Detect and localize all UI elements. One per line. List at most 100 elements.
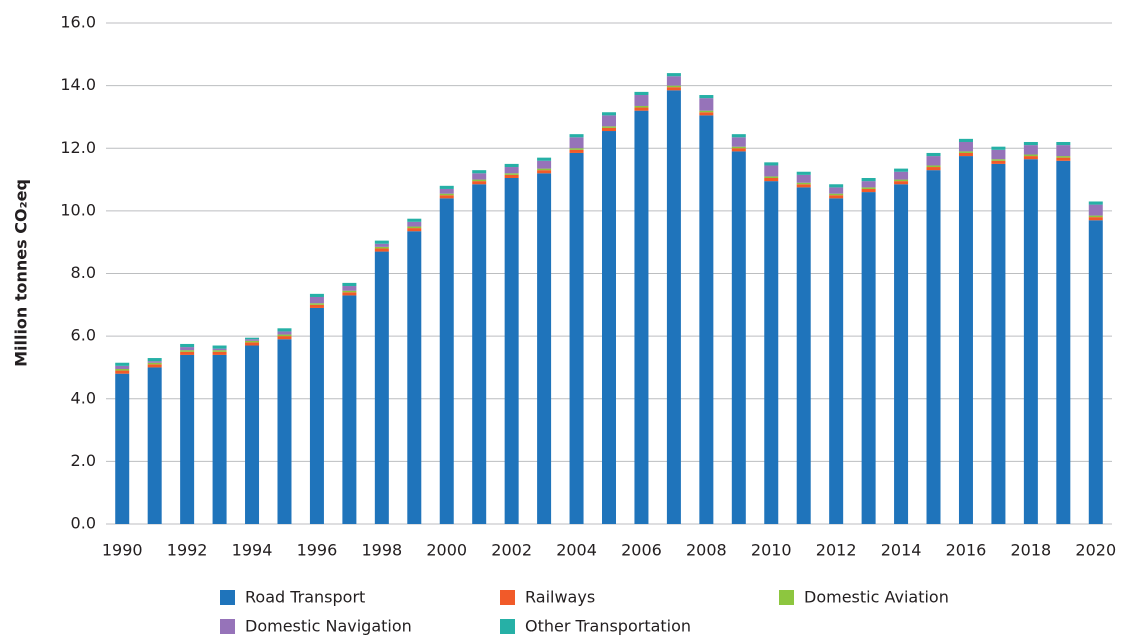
x-tick-label: 2014 (881, 541, 922, 560)
bar-segment (309, 304, 324, 308)
bar-segment (472, 179, 487, 182)
bar-segment (569, 149, 584, 153)
bar-segment (666, 85, 681, 88)
bar-segment (277, 328, 292, 332)
y-tick-label: 16.0 (60, 13, 96, 32)
bar-segment (407, 218, 422, 222)
bar-segment (958, 138, 973, 142)
bar-segment (699, 115, 714, 524)
bar-segment (147, 367, 162, 524)
bar-segment (504, 174, 519, 178)
bar-segment (180, 354, 195, 524)
bar-segment (764, 181, 779, 525)
x-tick-label: 2004 (556, 541, 597, 560)
bar-segment (666, 90, 681, 525)
bar-segment (115, 362, 130, 366)
bar-segment (1056, 157, 1071, 161)
bar-segment (342, 286, 357, 291)
legend-label: Other Transportation (525, 617, 691, 636)
y-tick-label: 8.0 (71, 263, 96, 282)
bar-segment (602, 115, 616, 127)
bar-segment (439, 188, 454, 194)
bar-segment (537, 160, 552, 169)
bar-segment (212, 354, 227, 524)
bar-segment (731, 148, 746, 152)
bar-segment (991, 160, 1006, 164)
bar-segment (634, 110, 649, 525)
bar-segment (861, 181, 876, 188)
bar-segment (439, 198, 454, 524)
bar-segment (861, 188, 876, 193)
x-tick-label: 2016 (946, 541, 987, 560)
bar-segment (602, 127, 616, 132)
bar-segment (504, 177, 519, 524)
bar-segment (699, 112, 714, 116)
bar-segment (991, 159, 1006, 161)
bar-segment (796, 174, 811, 183)
bar-segment (180, 343, 195, 348)
bar-segment (180, 347, 195, 351)
x-tick-label: 2000 (426, 541, 467, 560)
bar-segment (439, 193, 454, 196)
x-tick-label: 1998 (361, 541, 402, 560)
bar-segment (309, 296, 324, 304)
bar-segment (309, 307, 324, 524)
bar-segment (342, 292, 357, 296)
bar-segment (991, 146, 1006, 150)
bar-segment (212, 351, 227, 355)
bar-segment (894, 179, 909, 182)
bar-segment (699, 95, 714, 99)
bar-segment (472, 170, 487, 174)
bar-segment (829, 195, 844, 199)
y-tick-label: 6.0 (71, 326, 96, 345)
bar-segment (569, 137, 584, 149)
bar-segment (699, 98, 714, 111)
bar-segment (634, 105, 649, 108)
bar-segment (245, 345, 260, 524)
bar-segment (1088, 220, 1103, 525)
legend-swatch (500, 619, 515, 634)
bar-segment (796, 187, 811, 524)
bar-segment (926, 165, 941, 168)
x-tick-label: 2002 (491, 541, 532, 560)
bar-segment (699, 110, 714, 113)
bar-segment (147, 358, 162, 362)
bar-segment (504, 167, 519, 174)
bar-segment (569, 148, 584, 150)
bar-segment (180, 351, 195, 355)
bar-segment (894, 181, 909, 185)
bar-segment (180, 350, 195, 352)
bar-segment (861, 177, 876, 182)
x-tick-label: 1990 (102, 541, 143, 560)
bar-segment (537, 170, 552, 174)
bar-segment (764, 176, 779, 178)
bar-segment (374, 246, 389, 249)
bar-segment (212, 348, 227, 351)
bar-segment (1023, 154, 1038, 157)
y-tick-label: 4.0 (71, 388, 96, 407)
bar-segment (926, 170, 941, 524)
bar-segment (472, 184, 487, 524)
legend-label: Domestic Navigation (245, 617, 412, 636)
bar-segment (342, 290, 357, 293)
bar-segment (1023, 141, 1038, 146)
bar-segment (1088, 215, 1103, 218)
bar-segment (731, 137, 746, 147)
bar-segment (731, 134, 746, 138)
bar-segment (796, 182, 811, 185)
bar-segment (504, 163, 519, 168)
bar-segment (861, 192, 876, 524)
bar-segment (926, 152, 941, 157)
bar-segment (829, 184, 844, 188)
bar-segment (374, 240, 389, 244)
bar-segment (764, 165, 779, 177)
bar-segment (958, 152, 973, 157)
bar-segment (926, 156, 941, 166)
bar-segment (245, 339, 260, 341)
bar-segment (374, 243, 389, 247)
y-tick-label: 2.0 (71, 451, 96, 470)
bar-segment (1023, 159, 1038, 524)
bar-segment (958, 141, 973, 152)
bar-segment (958, 151, 973, 153)
